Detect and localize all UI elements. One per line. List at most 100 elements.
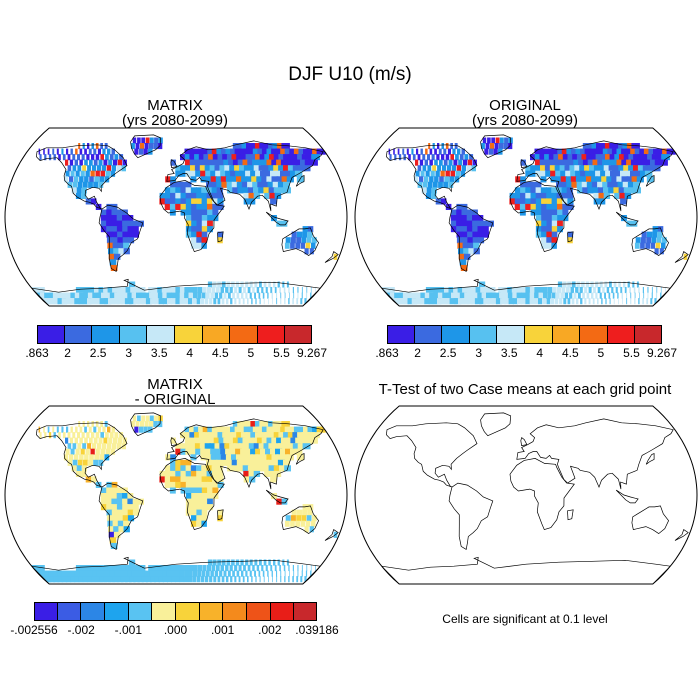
grid-cell (557, 287, 561, 294)
grid-cell (44, 432, 47, 439)
grid-cell (110, 170, 116, 177)
grid-cell (283, 287, 286, 294)
grid-cell (291, 509, 297, 516)
grid-cell (76, 187, 82, 194)
grid-cell (556, 181, 563, 188)
grid-cell (263, 143, 272, 150)
grid-cell (179, 576, 185, 583)
grid-cell (39, 154, 42, 161)
grid-cell (170, 198, 176, 205)
grid-cell (211, 287, 216, 294)
grid-cell (637, 154, 646, 161)
grid-cell (114, 570, 122, 577)
grid-cell (618, 143, 627, 150)
grid-cell (559, 165, 566, 172)
grid-cell (587, 187, 594, 194)
grid-cell (273, 187, 281, 194)
grid-cell (190, 192, 197, 199)
grid-cell (297, 292, 299, 299)
grid-cell (453, 159, 458, 166)
grid-cell (271, 292, 273, 299)
grid-cell (38, 148, 41, 155)
grid-cell (429, 292, 438, 299)
grid-cell (116, 565, 124, 572)
grid-cell (261, 426, 270, 433)
grid-cell (236, 454, 243, 461)
grid-cell (427, 165, 432, 172)
grid-cell (252, 565, 255, 572)
grid-cell (585, 281, 590, 288)
grid-cell (200, 454, 207, 461)
grid-cell (292, 287, 294, 294)
grid-cell (509, 192, 516, 199)
grid-cell (85, 476, 92, 483)
grid-cell (198, 148, 204, 155)
grid-cell (96, 165, 102, 172)
grid-cell (103, 159, 108, 166)
grid-cell (153, 143, 158, 150)
grid-cell (214, 570, 219, 577)
grid-cell (525, 170, 531, 177)
grid-cell (251, 576, 253, 583)
grid-cell (71, 465, 77, 472)
grid-cell (546, 220, 553, 227)
grid-cell (597, 187, 605, 194)
grid-cell (566, 148, 573, 155)
grid-cell (189, 148, 195, 155)
grid-cell (550, 298, 555, 305)
grid-cell (280, 292, 282, 299)
grid-cell (82, 421, 85, 428)
grid-cell (424, 292, 434, 299)
grid-cell (74, 437, 78, 444)
grid-cell (271, 570, 273, 577)
grid-cell (464, 292, 472, 299)
grid-cell (109, 259, 117, 266)
grid-cell (153, 570, 160, 577)
grid-cell (184, 148, 190, 155)
grid-cell (135, 143, 140, 150)
grid-cell (567, 237, 573, 244)
grid-cell (85, 170, 90, 177)
grid-cell (232, 421, 240, 428)
grid-cell (196, 481, 203, 488)
grid-cell (499, 292, 505, 299)
grid-cell (562, 281, 567, 288)
grid-cell (245, 570, 248, 577)
grid-cell (252, 181, 259, 188)
grid-cell (162, 298, 168, 305)
grid-cell (137, 576, 144, 583)
grid-cell (525, 187, 532, 194)
grid-cell (78, 143, 81, 150)
grid-cell (283, 443, 291, 450)
grid-cell (106, 504, 113, 511)
grid-cell (207, 565, 211, 572)
grid-cell (116, 209, 123, 216)
grid-cell (276, 176, 284, 183)
grid-cell (225, 426, 233, 433)
grid-cell (81, 187, 87, 194)
grid-cell (237, 159, 245, 166)
colorbar-swatch (257, 325, 286, 344)
grid-cell (551, 192, 558, 199)
grid-cell (217, 559, 222, 566)
grid-cell (626, 220, 632, 227)
grid-cell (74, 176, 79, 183)
grid-cell (259, 432, 267, 439)
colorbar-frame (37, 325, 312, 344)
grid-cell (541, 215, 548, 222)
grid-cell (597, 181, 604, 188)
grid-cell (276, 159, 284, 166)
grid-cell (220, 176, 228, 183)
grid-cell (207, 226, 213, 233)
grid-cell (114, 432, 119, 439)
grid-cell (170, 192, 176, 199)
grid-cell (85, 448, 90, 455)
grid-cell (52, 148, 55, 155)
grid-cell (189, 432, 196, 439)
grid-cell (603, 192, 611, 199)
grid-cell (185, 181, 192, 188)
grid-cell (630, 148, 639, 155)
grid-cell (234, 565, 238, 572)
grid-cell (626, 159, 634, 166)
grid-cell (257, 426, 265, 433)
